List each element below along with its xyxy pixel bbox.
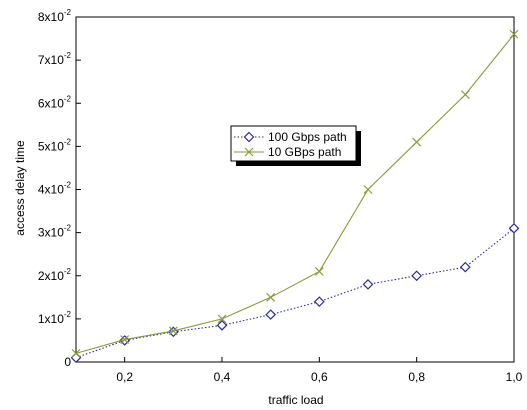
y-tick-exponent: -2	[64, 310, 72, 319]
x-tick-label: 0,2	[116, 370, 133, 384]
data-point	[412, 137, 422, 147]
x-axis: 0,2 0,4 0,6 0,8 1,0	[116, 357, 523, 384]
y-axis: 01x10-22x10-23x10-24x10-25x10-26x10-27x1…	[38, 8, 81, 369]
y-tick-label: 2x10-2	[38, 267, 72, 283]
legend-marker	[244, 147, 254, 157]
y-tick-exponent: -2	[64, 51, 72, 60]
y-tick-label: 1x10-2	[38, 310, 72, 326]
data-point	[314, 267, 324, 276]
data-point	[362, 279, 374, 290]
data-point	[168, 326, 178, 336]
data-point	[70, 352, 82, 364]
series-line	[75, 227, 515, 359]
x-tick-label: 0,8	[408, 370, 425, 384]
y-tick-mantissa: 1x10	[38, 312, 64, 326]
data-point	[313, 296, 325, 307]
series-1	[70, 222, 520, 364]
y-tick-mantissa: 4x10	[38, 183, 64, 197]
data-point	[460, 90, 470, 100]
series-2	[71, 29, 519, 358]
y-tick-exponent: -2	[64, 267, 72, 276]
y-tick-label: 5x10-2	[38, 137, 72, 153]
y-tick-mantissa: 7x10	[38, 53, 64, 67]
y-tick-mantissa: 8x10	[38, 10, 64, 24]
x-tick-label: 1,0	[506, 370, 523, 384]
y-tick-exponent: -2	[64, 94, 72, 103]
data-point	[217, 314, 227, 324]
data-point	[216, 319, 228, 331]
y-tick-exponent: -2	[64, 8, 72, 17]
data-point	[508, 222, 520, 234]
plot-frame	[75, 16, 515, 363]
data-point	[459, 261, 471, 273]
y-tick-exponent: -2	[64, 137, 72, 146]
y-tick-label: 7x10-2	[38, 51, 72, 67]
legend-label: 100 Gbps path	[268, 130, 347, 144]
x-tick-label: 0,6	[311, 370, 328, 384]
data-point	[71, 348, 81, 358]
series-line	[75, 33, 515, 354]
y-axis-title: access delay time	[13, 140, 27, 236]
x-tick-label: 0,4	[214, 370, 231, 384]
plot-area	[75, 16, 515, 363]
legend-label: 10 GBps path	[268, 145, 341, 159]
series-layer	[70, 29, 520, 364]
y-tick-label: 6x10-2	[38, 94, 72, 110]
data-point	[266, 292, 276, 302]
y-tick-label: 8x10-2	[38, 8, 72, 24]
data-point	[120, 335, 130, 344]
y-tick-label: 4x10-2	[38, 181, 72, 197]
y-tick-exponent: -2	[64, 181, 72, 190]
y-tick-mantissa: 5x10	[38, 139, 64, 153]
y-tick-mantissa: 3x10	[38, 226, 64, 240]
data-point	[509, 29, 519, 39]
data-point	[411, 270, 423, 282]
y-tick-mantissa: 6x10	[38, 96, 64, 110]
y-tick-exponent: -2	[64, 224, 72, 233]
y-tick-label: 0	[64, 355, 71, 369]
y-tick-mantissa: 2x10	[38, 269, 64, 283]
data-point	[265, 309, 277, 320]
legend-marker	[243, 131, 255, 143]
y-tick-label: 3x10-2	[38, 224, 72, 240]
x-axis-title: traffic load	[268, 393, 323, 407]
y-tick-mantissa: 0	[64, 355, 71, 369]
data-point	[363, 185, 373, 194]
